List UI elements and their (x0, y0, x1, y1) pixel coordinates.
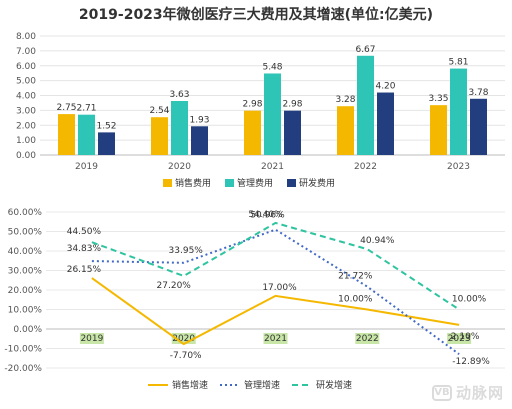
line-x-tick-highlight (355, 333, 380, 344)
bar-legend-swatch (225, 179, 234, 187)
bar-data-label: 3.35 (428, 94, 448, 104)
line-data-label: 2.10% (451, 332, 480, 342)
bar-研发费用-2022 (377, 92, 394, 155)
bar-销售费用-2023 (430, 105, 447, 155)
bar-data-label: 2.54 (149, 106, 169, 116)
bar-销售费用-2022 (337, 106, 354, 155)
line-data-label: 34.83% (67, 244, 102, 254)
bar-y-tick-label: 1.00 (16, 136, 36, 146)
line-x-tick-label: 2021 (264, 334, 287, 344)
line-legend-label: 管理增速 (244, 379, 280, 391)
line-data-label: 54.40% (248, 210, 283, 220)
line-data-label: 10.00% (338, 295, 373, 305)
bar-legend-label: 研发费用 (299, 177, 335, 189)
line-data-label: -12.89% (452, 357, 490, 367)
bar-data-label: 5.81 (448, 58, 468, 68)
line-data-label: -7.70% (170, 351, 202, 361)
line-y-tick-label: -20.00% (4, 364, 42, 374)
line-y-tick-label: 30.00% (8, 267, 43, 277)
line-series-销售增速 (91, 277, 460, 346)
line-x-tick-label: 2023 (448, 334, 471, 344)
bar-data-label: 3.28 (335, 95, 355, 105)
line-y-tick-label: 10.00% (8, 306, 43, 316)
line-data-label: 44.50% (67, 227, 102, 237)
bar-销售费用-2021 (244, 110, 261, 155)
line-y-tick-label: 60.00% (8, 208, 43, 218)
bar-data-label: 3.78 (468, 88, 488, 98)
bar-data-label: 2.71 (76, 104, 96, 114)
bar-x-tick-label: 2019 (75, 162, 98, 172)
watermark-logo-icon: VB (431, 384, 452, 401)
line-y-tick-label: 0.00% (13, 325, 42, 335)
bar-legend-label: 管理费用 (237, 177, 273, 189)
bar-y-tick-label: 5.00 (16, 77, 36, 87)
bar-y-tick-label: 8.00 (16, 32, 36, 42)
bar-legend-label: 销售费用 (175, 177, 211, 189)
line-data-label: 40.94% (360, 236, 395, 246)
line-y-tick-label: 50.00% (8, 228, 43, 238)
bar-y-tick-label: 4.00 (16, 92, 36, 102)
line-x-tick-highlight (447, 333, 472, 344)
bar-data-label: 2.98 (282, 100, 302, 110)
bar-legend-swatch (287, 179, 296, 187)
bar-销售费用-2020 (151, 117, 168, 155)
bar-研发费用-2023 (470, 98, 487, 155)
bar-管理费用-2020 (171, 101, 188, 155)
bar-y-tick-label: 0.00 (16, 151, 36, 161)
line-data-label: 26.15% (67, 265, 102, 275)
bar-data-label: 1.52 (96, 121, 116, 131)
bar-data-label: 5.48 (262, 62, 282, 72)
line-legend-label: 研发增速 (316, 379, 352, 391)
line-data-label: 50.96% (250, 211, 285, 221)
bar-x-tick-label: 2023 (447, 162, 470, 172)
bar-x-tick-label: 2021 (261, 162, 284, 172)
bar-data-label: 3.63 (169, 90, 189, 100)
line-data-label: 17.00% (262, 283, 297, 293)
bar-管理费用-2022 (357, 55, 374, 155)
bar-y-tick-label: 2.00 (16, 121, 36, 131)
line-data-label: 27.20% (157, 281, 192, 291)
bar-管理费用-2021 (264, 73, 281, 155)
bar-legend-swatch (163, 179, 172, 187)
bar-x-tick-label: 2020 (168, 162, 191, 172)
line-x-tick-label: 2022 (356, 334, 379, 344)
line-y-tick-label: 40.00% (8, 247, 43, 257)
watermark: VB 动脉网 (431, 382, 504, 403)
line-y-tick-label: 20.00% (8, 286, 43, 296)
line-x-tick-label: 2020 (172, 334, 195, 344)
line-series-研发增速 (91, 221, 460, 311)
line-data-label: 10.00% (452, 295, 487, 305)
bar-data-label: 4.20 (375, 82, 395, 92)
chart-title: 2019-2023年微创医疗三大费用及其增速(单位:亿美元) (78, 7, 434, 23)
bar-data-label: 2.75 (56, 103, 76, 113)
bar-y-tick-label: 7.00 (16, 47, 36, 57)
line-data-label: 21.72% (338, 272, 373, 282)
bar-y-tick-label: 3.00 (16, 106, 36, 116)
line-y-tick-label: -10.00% (4, 345, 42, 355)
bar-研发费用-2021 (284, 110, 301, 155)
bar-管理费用-2019 (78, 114, 95, 155)
bar-data-label: 6.67 (355, 45, 375, 55)
line-data-label: 33.95% (169, 246, 204, 256)
line-x-tick-highlight (171, 333, 196, 344)
bar-y-tick-label: 6.00 (16, 62, 36, 72)
bar-销售费用-2019 (58, 114, 75, 155)
bar-x-tick-label: 2022 (354, 162, 377, 172)
bar-data-label: 2.98 (242, 100, 262, 110)
line-x-tick-highlight (263, 333, 288, 344)
bar-研发费用-2020 (191, 126, 208, 155)
bar-data-label: 1.93 (189, 115, 209, 125)
line-x-tick-label: 2019 (80, 334, 103, 344)
line-x-tick-highlight (79, 333, 104, 344)
line-legend-label: 销售增速 (172, 379, 208, 391)
watermark-text: 动脉网 (455, 384, 504, 402)
bar-管理费用-2023 (450, 68, 467, 155)
line-series-管理增速 (91, 228, 460, 355)
bar-研发费用-2019 (98, 132, 115, 155)
